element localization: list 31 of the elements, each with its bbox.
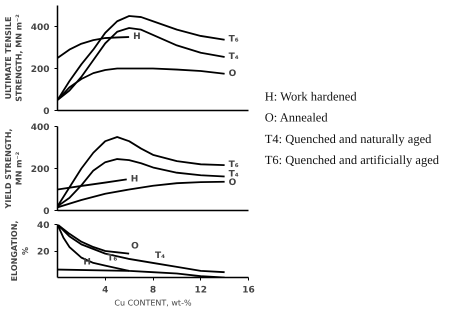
x-tick-label: 8 xyxy=(150,286,156,296)
x-tick-label: 4 xyxy=(102,286,108,296)
annotation: T₆ xyxy=(228,160,239,170)
text: H: Work hardened xyxy=(264,90,358,104)
text: T4: Quenched and naturally aged xyxy=(264,132,432,146)
annotation: T₄ xyxy=(228,52,239,62)
annotation: O xyxy=(228,68,237,79)
y-tick-label: 400 xyxy=(30,123,50,133)
annotation: T₄ xyxy=(155,250,166,261)
annotation: T₄ xyxy=(228,169,239,180)
y-tick-label: 0 xyxy=(43,107,50,117)
text: T6: Quenched and artificially aged xyxy=(264,152,440,167)
x-axis-title: Cu CONTENT, wt-% xyxy=(114,298,192,308)
annotation: T₆ xyxy=(107,254,118,264)
annotation: O xyxy=(228,178,237,188)
y-tick-label: 0 xyxy=(43,207,50,217)
y-tick-label: 40 xyxy=(36,221,50,231)
x-tick-label: 12 xyxy=(194,286,208,296)
y-tick-label: 200 xyxy=(30,65,50,75)
text: O: Annealed xyxy=(264,110,328,125)
x-tick-label: 16 xyxy=(242,286,255,296)
annotation: H xyxy=(133,32,141,42)
y-axis-title: ELONGATION, % xyxy=(10,220,30,282)
y-tick-label: 200 xyxy=(30,165,50,175)
y-axis-title: ULTIMATE TENSILE STRENGTH, MN m⁻² xyxy=(4,14,24,102)
annotation: T₆ xyxy=(228,34,239,45)
y-tick-label: 400 xyxy=(30,23,50,33)
y-axis-title: YIELD STRENGTH, MN m⁻² xyxy=(4,128,24,210)
y-tick-label: 20 xyxy=(36,248,50,258)
annotation: H xyxy=(130,174,138,184)
annotation: O xyxy=(131,242,140,252)
